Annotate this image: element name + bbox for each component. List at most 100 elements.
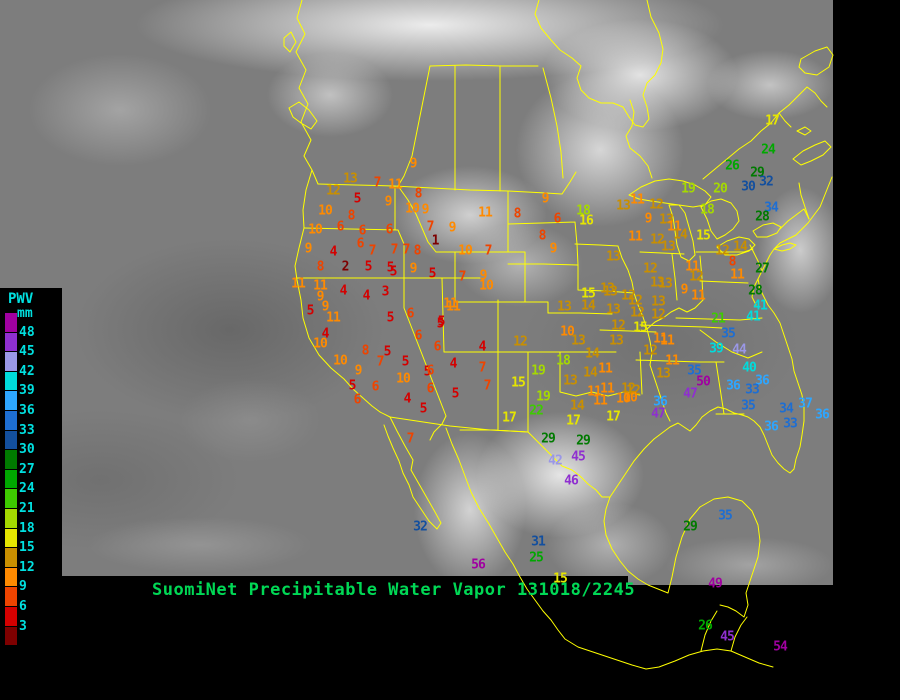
pwv-value: 37 bbox=[798, 396, 813, 412]
pwv-value: 8 bbox=[513, 206, 522, 222]
legend-swatch bbox=[5, 352, 17, 372]
legend-swatch bbox=[5, 430, 17, 451]
pwv-value: 17 bbox=[765, 113, 780, 129]
legend-tick-label: 24 bbox=[19, 481, 35, 497]
pwv-value: 11 bbox=[313, 278, 328, 294]
pwv-value: 7 bbox=[426, 219, 435, 235]
legend-swatch bbox=[5, 371, 17, 392]
pwv-value: 31 bbox=[531, 534, 546, 550]
pwv-value: 13 bbox=[563, 373, 578, 389]
pwv-value: 12 bbox=[649, 197, 664, 213]
pwv-value: 47 bbox=[683, 386, 698, 402]
legend-swatch bbox=[5, 410, 17, 431]
pwv-value: 9 bbox=[541, 191, 550, 207]
pwv-value: 28 bbox=[755, 209, 770, 225]
pwv-value: 9 bbox=[479, 268, 488, 284]
pwv-value: 13 bbox=[661, 239, 676, 255]
pwv-value: 11 bbox=[665, 353, 680, 369]
pwv-value: 6 bbox=[371, 379, 380, 395]
legend-tick-label: 6 bbox=[19, 599, 27, 614]
pwv-value: 5 bbox=[383, 344, 392, 360]
image-title: SuomiNet Precipitable Water Vapor 131018… bbox=[152, 580, 636, 600]
pwv-value: 32 bbox=[759, 174, 774, 190]
pwv-value: 5 bbox=[451, 386, 460, 402]
pwv-value: 33 bbox=[745, 382, 760, 398]
pwv-value: 39 bbox=[709, 341, 724, 357]
pwv-value: 11 bbox=[628, 229, 643, 245]
legend-tick-label: 27 bbox=[19, 461, 35, 477]
pwv-value: 6 bbox=[553, 211, 562, 227]
pwv-value: 8 bbox=[728, 254, 737, 270]
hudson-bay-canada bbox=[397, 0, 664, 192]
pwv-value: 5 bbox=[386, 260, 395, 276]
pwv-value: 9 bbox=[549, 241, 558, 257]
pwv-value: 13 bbox=[659, 212, 674, 228]
pwv-value: 19 bbox=[681, 181, 696, 197]
pwv-value: 13 bbox=[557, 299, 572, 315]
pwv-value: 13 bbox=[571, 333, 586, 349]
pwv-value: 41 bbox=[753, 298, 768, 314]
pwv-value: 5 bbox=[428, 266, 437, 282]
canada-atlantic-coastline bbox=[702, 46, 834, 220]
pwv-value: 17 bbox=[606, 409, 621, 425]
pwv-value: 6 bbox=[406, 306, 415, 322]
pwv-value: 36 bbox=[755, 373, 770, 389]
pwv-value: 6 bbox=[414, 328, 423, 344]
pwv-value: 7 bbox=[483, 378, 492, 394]
pwv-value: 12 bbox=[651, 307, 666, 323]
pwv-value: 7 bbox=[373, 175, 382, 191]
pwv-value: 4 bbox=[403, 391, 412, 407]
pwv-value: 36 bbox=[726, 378, 741, 394]
legend-swatch bbox=[5, 567, 17, 588]
pwv-value: 11 bbox=[478, 205, 493, 221]
legend-swatch bbox=[5, 313, 17, 333]
pwv-value: 11 bbox=[660, 333, 675, 349]
pwv-value: 34 bbox=[779, 401, 794, 417]
pwv-value: 8 bbox=[316, 259, 325, 275]
pwv-value: 14 bbox=[581, 298, 596, 314]
pwv-value: 11 bbox=[443, 296, 458, 312]
pwv-value: 27 bbox=[755, 261, 770, 277]
pwv-value: 8 bbox=[361, 343, 370, 359]
pwv-value: 4 bbox=[362, 288, 371, 304]
pwv-value: 14 bbox=[585, 346, 600, 362]
legend-swatch bbox=[5, 528, 17, 549]
pwv-value: 26 bbox=[698, 618, 713, 634]
pwv-value: 18 bbox=[556, 353, 571, 369]
pwv-value: 9 bbox=[680, 282, 689, 298]
legend-swatch bbox=[5, 391, 17, 411]
pwv-value: 6 bbox=[433, 339, 442, 355]
pwv-value: 1 bbox=[431, 233, 440, 249]
pwv-value: 24 bbox=[761, 142, 776, 158]
pwv-value: 17 bbox=[502, 410, 517, 426]
pwv-value: 13 bbox=[603, 284, 618, 300]
us-canada-border-great-lakes bbox=[317, 171, 810, 262]
pwv-value: 17 bbox=[566, 413, 581, 429]
legend-tick-label: 33 bbox=[19, 422, 35, 438]
legend-swatch bbox=[5, 606, 17, 627]
legend-tick-label: 30 bbox=[19, 442, 35, 458]
pwv-value: 42 bbox=[548, 453, 563, 469]
legend-tick-label: 15 bbox=[19, 540, 35, 556]
pwv-value: 35 bbox=[718, 508, 733, 524]
pwv-value: 7 bbox=[458, 269, 467, 285]
pwv-value: 2 bbox=[341, 259, 350, 275]
legend-swatch bbox=[5, 469, 17, 490]
pwv-value: 7 bbox=[368, 243, 377, 259]
legend-tick-label: 12 bbox=[19, 559, 35, 575]
pwv-value: 28 bbox=[748, 283, 763, 299]
pwv-value: 9 bbox=[409, 261, 418, 277]
pwv-value: 34 bbox=[764, 200, 779, 216]
pwv-value: 41 bbox=[746, 309, 761, 325]
pwv-value: 36 bbox=[653, 394, 668, 410]
pwv-value: 49 bbox=[708, 576, 723, 592]
pwv-value: 12 bbox=[628, 293, 643, 309]
pwv-value: 10 bbox=[560, 324, 575, 340]
pwv-value: 9 bbox=[316, 289, 325, 305]
pwv-value: 54 bbox=[773, 639, 788, 655]
pwv-value: 12 bbox=[689, 269, 704, 285]
pwv-value: 11 bbox=[667, 219, 682, 235]
pwv-value: 10 bbox=[308, 222, 323, 238]
pwv-value: 40 bbox=[742, 360, 757, 376]
